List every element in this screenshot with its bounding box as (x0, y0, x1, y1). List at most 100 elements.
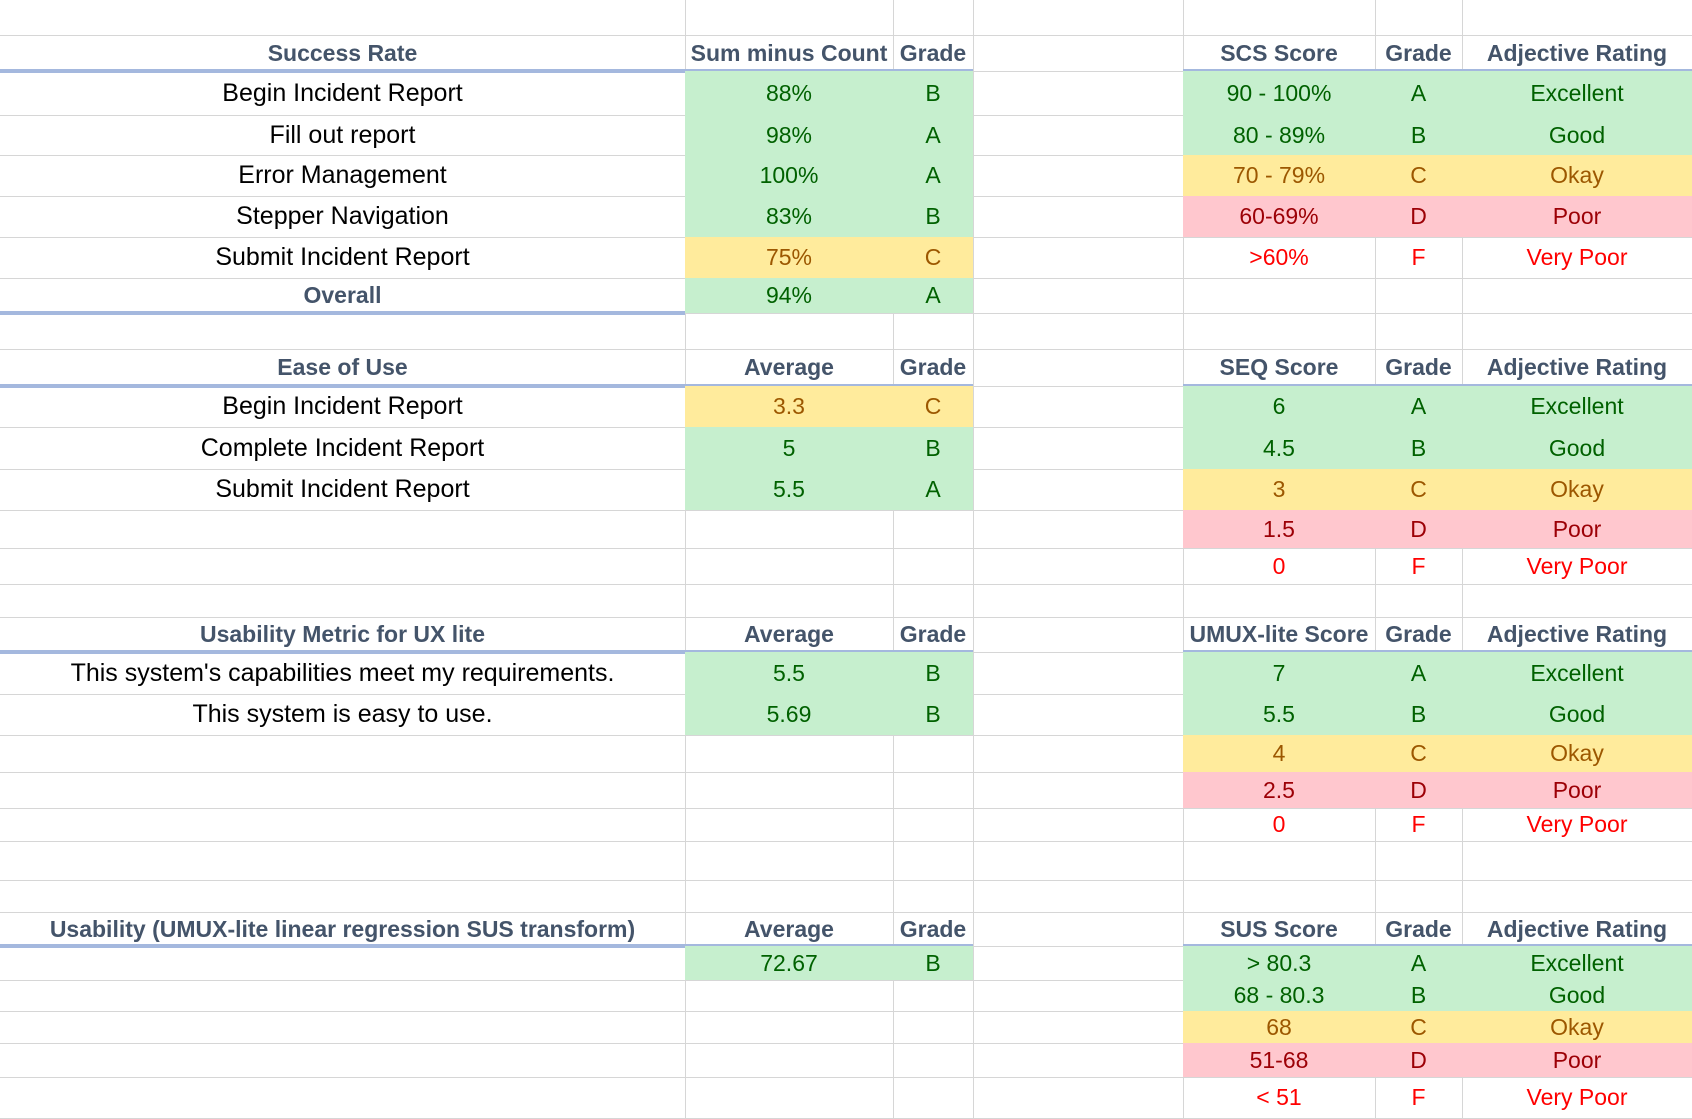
sus-scale-row-rating[interactable]: Excellent (1530, 949, 1624, 976)
seq-scale-row-score[interactable]: 6 (1272, 393, 1286, 419)
sus-scale-row-grade[interactable]: D (1410, 1046, 1427, 1073)
ease-of-use-row-label[interactable]: Submit Incident Report (215, 475, 470, 503)
success-rate-row-label[interactable]: Submit Incident Report (215, 243, 470, 271)
umux-lite-row-grade[interactable]: B (925, 659, 941, 686)
ease-of-use-row-label[interactable]: Begin Incident Report (222, 392, 463, 420)
ease-of-use-row-fill (685, 427, 973, 469)
scs-scale-row-score[interactable]: 80 - 89% (1232, 121, 1326, 148)
umux-lite-row-label[interactable]: This system is easy to use. (192, 700, 493, 728)
umux-lite-row-fill (685, 694, 973, 735)
sus-transform-row-value[interactable]: 72.67 (760, 949, 818, 976)
success-rate-row-label[interactable]: Fill out report (269, 120, 416, 149)
umux-lite-scale-row-grade[interactable]: F (1411, 811, 1426, 837)
umux-lite-row-value[interactable]: 5.69 (766, 701, 812, 727)
umux-lite-row-value[interactable]: 5.5 (773, 659, 805, 686)
umux-lite-scale-row-grade[interactable]: C (1410, 740, 1427, 766)
scs-scale-row-grade[interactable]: D (1410, 203, 1427, 229)
sus-scale-row-grade[interactable]: A (1410, 949, 1427, 976)
seq-scale-row-grade[interactable]: A (1410, 393, 1427, 419)
scs-scale-row-grade[interactable]: A (1410, 79, 1427, 106)
sus-scale-row-score[interactable]: > 80.3 (1246, 949, 1312, 976)
umux-lite-row-grade[interactable]: B (925, 701, 941, 727)
sus-scale-row-grade[interactable]: F (1411, 1084, 1426, 1110)
scs-scale-row-grade[interactable]: B (1410, 121, 1427, 148)
ease-of-use-row-grade[interactable]: B (925, 434, 941, 461)
seq-scale-row-grade[interactable]: B (1410, 434, 1427, 461)
success-rate-row-label[interactable]: Stepper Navigation (236, 202, 449, 230)
success-rate-row-value[interactable]: 88% (765, 79, 813, 106)
success-rate-overall-grade[interactable]: A (925, 282, 941, 308)
seq-scale-row-grade[interactable]: C (1410, 476, 1427, 502)
umux-lite-scale-row-rating[interactable]: Good (1548, 701, 1606, 727)
sus-transform-row-label[interactable] (0, 946, 685, 980)
seq-scale-row-rating[interactable]: Good (1548, 434, 1606, 461)
success-rate-row-grade[interactable]: B (925, 203, 941, 229)
scs-scale-row-score[interactable]: 70 - 79% (1232, 162, 1326, 188)
seq-scale-row-score[interactable]: 1.5 (1263, 515, 1295, 542)
sus-scale-row-score[interactable]: < 51 (1256, 1084, 1302, 1110)
ease-of-use-row-grade[interactable]: A (925, 476, 941, 502)
ease-of-use-row-value[interactable]: 3.3 (773, 393, 805, 419)
success-rate-row-grade[interactable]: C (924, 244, 942, 270)
umux-lite-scale-row-rating[interactable]: Very Poor (1526, 811, 1628, 837)
umux-lite-scale-row-score[interactable]: 5.5 (1263, 701, 1295, 727)
umux-lite-scale-row-rating[interactable]: Okay (1550, 740, 1604, 766)
sus-scale-row-score[interactable]: 68 (1266, 1013, 1292, 1040)
sus-scale-row-rating[interactable]: Very Poor (1526, 1084, 1628, 1110)
scs-scale-row-grade[interactable]: F (1411, 244, 1426, 270)
umux-lite-scale-row-score[interactable]: 4 (1272, 740, 1286, 766)
success-rate-row-label[interactable]: Begin Incident Report (222, 78, 463, 107)
ease-of-use-row-value[interactable]: 5 (782, 434, 796, 461)
seq-scale-row-grade[interactable]: D (1410, 515, 1427, 542)
scs-scale-row-score[interactable]: 90 - 100% (1226, 79, 1332, 106)
success-rate-row-value[interactable]: 98% (765, 121, 813, 148)
gridline-horizontal (0, 584, 1692, 585)
scs-scale-row-rating[interactable]: Excellent (1530, 79, 1624, 106)
scs-scale-row-rating[interactable]: Very Poor (1526, 244, 1628, 270)
sus-scale-row-rating[interactable]: Poor (1552, 1046, 1602, 1073)
scs-scale-row-score[interactable]: >60% (1249, 244, 1309, 270)
success-rate-row-label[interactable]: Error Management (238, 161, 447, 189)
sus-scale-row-grade[interactable]: B (1410, 982, 1427, 1008)
seq-scale-row-rating[interactable]: Poor (1552, 515, 1602, 542)
umux-lite-scale-row-score[interactable]: 0 (1272, 811, 1286, 837)
scs-scale-row-rating[interactable]: Poor (1552, 203, 1602, 229)
umux-lite-scale-row-score[interactable]: 2.5 (1263, 776, 1295, 803)
seq-scale-row-rating[interactable]: Okay (1550, 476, 1604, 502)
scs-scale-row-rating[interactable]: Okay (1550, 162, 1604, 188)
sus-scale-row-score[interactable]: 68 - 80.3 (1233, 982, 1325, 1008)
seq-scale-row-score[interactable]: 0 (1272, 552, 1286, 579)
umux-lite-scale-row-grade[interactable]: B (1410, 701, 1427, 727)
success-rate-row-grade[interactable]: B (925, 79, 941, 106)
ease-of-use-row-label[interactable]: Complete Incident Report (200, 433, 485, 462)
sus-scale-row-rating[interactable]: Good (1548, 982, 1606, 1008)
scs-scale-row-score[interactable]: 60-69% (1239, 203, 1319, 229)
success-rate-row-value[interactable]: 83% (765, 203, 813, 229)
seq-scale-row-score[interactable]: 4.5 (1263, 434, 1295, 461)
seq-scale-rating-header: Adjective Rating (1486, 354, 1668, 380)
ease-of-use-row-value[interactable]: 5.5 (773, 476, 805, 502)
seq-scale-row-grade[interactable]: F (1411, 552, 1426, 579)
sus-scale-row-rating[interactable]: Okay (1550, 1013, 1604, 1040)
success-rate-row-value[interactable]: 100% (759, 162, 819, 188)
umux-lite-scale-row-grade[interactable]: A (1410, 659, 1427, 686)
seq-scale-row-rating[interactable]: Excellent (1530, 393, 1624, 419)
ease-of-use-row-grade[interactable]: C (924, 393, 942, 419)
scs-scale-row-grade[interactable]: C (1410, 162, 1427, 188)
success-rate-overall-value[interactable]: 94% (765, 282, 813, 308)
scs-scale-row-rating[interactable]: Good (1548, 121, 1606, 148)
umux-lite-scale-row-score[interactable]: 7 (1272, 659, 1286, 686)
success-rate-row-grade[interactable]: A (925, 121, 941, 148)
umux-lite-row-label[interactable]: This system's capabilities meet my requi… (70, 658, 615, 687)
seq-scale-row-score[interactable]: 3 (1272, 476, 1286, 502)
sus-transform-row-grade[interactable]: B (925, 949, 941, 976)
umux-lite-scale-row-grade[interactable]: D (1410, 776, 1427, 803)
success-rate-row-grade[interactable]: A (925, 162, 941, 188)
umux-lite-scale-row-rating[interactable]: Poor (1552, 776, 1602, 803)
success-rate-row-value[interactable]: 75% (765, 244, 813, 270)
umux-lite-scale-row-rating[interactable]: Excellent (1530, 659, 1624, 686)
sus-scale-row-grade[interactable]: C (1410, 1013, 1427, 1040)
sus-scale-row-score[interactable]: 51-68 (1249, 1046, 1309, 1073)
seq-scale-row-rating[interactable]: Very Poor (1526, 552, 1628, 579)
